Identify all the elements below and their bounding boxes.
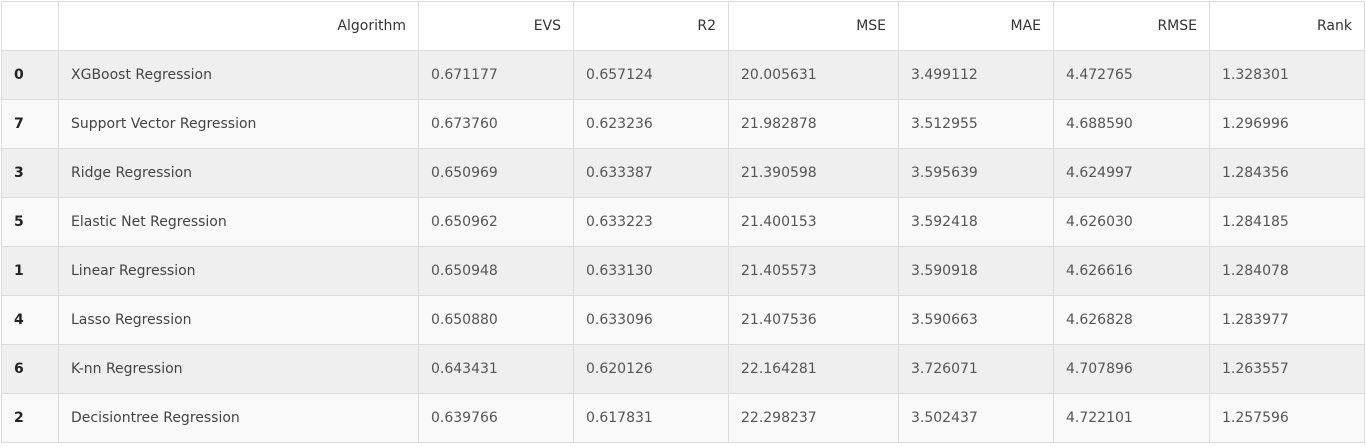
rmse-cell: 4.624997 bbox=[1053, 148, 1210, 198]
algorithm-cell: Decisiontree Regression bbox=[58, 393, 419, 443]
algorithm-cell: Elastic Net Regression bbox=[58, 197, 419, 247]
r2-cell: 0.623236 bbox=[573, 99, 729, 149]
row-index-cell: 7 bbox=[1, 99, 59, 149]
table-row: 7 Support Vector Regression 0.673760 0.6… bbox=[1, 99, 1365, 149]
table-row: 2 Decisiontree Regression 0.639766 0.617… bbox=[1, 393, 1365, 443]
column-header-rmse: RMSE bbox=[1053, 1, 1210, 51]
mae-cell: 3.590663 bbox=[898, 295, 1054, 345]
rank-cell: 1.284356 bbox=[1209, 148, 1365, 198]
mae-cell: 3.502437 bbox=[898, 393, 1054, 443]
evs-cell: 0.671177 bbox=[418, 50, 574, 100]
table-row: 3 Ridge Regression 0.650969 0.633387 21.… bbox=[1, 148, 1365, 198]
table-row: 1 Linear Regression 0.650948 0.633130 21… bbox=[1, 246, 1365, 296]
algorithm-cell: Linear Regression bbox=[58, 246, 419, 296]
mse-cell: 22.164281 bbox=[728, 344, 899, 394]
row-index-cell: 2 bbox=[1, 393, 59, 443]
algorithm-cell: K-nn Regression bbox=[58, 344, 419, 394]
rank-cell: 1.283977 bbox=[1209, 295, 1365, 345]
table-row: 4 Lasso Regression 0.650880 0.633096 21.… bbox=[1, 295, 1365, 345]
rank-cell: 1.284078 bbox=[1209, 246, 1365, 296]
table-row: 0 XGBoost Regression 0.671177 0.657124 2… bbox=[1, 50, 1365, 100]
column-header-mae: MAE bbox=[898, 1, 1054, 51]
table-header: Algorithm EVS R2 MSE MAE RMSE Rank bbox=[1, 1, 1365, 51]
mae-cell: 3.592418 bbox=[898, 197, 1054, 247]
r2-cell: 0.633387 bbox=[573, 148, 729, 198]
mse-cell: 21.405573 bbox=[728, 246, 899, 296]
row-index-cell: 0 bbox=[1, 50, 59, 100]
algorithm-cell: Ridge Regression bbox=[58, 148, 419, 198]
row-index-cell: 5 bbox=[1, 197, 59, 247]
rmse-cell: 4.626828 bbox=[1053, 295, 1210, 345]
rmse-cell: 4.626030 bbox=[1053, 197, 1210, 247]
column-header-rank: Rank bbox=[1209, 1, 1365, 51]
table-body: 0 XGBoost Regression 0.671177 0.657124 2… bbox=[1, 50, 1365, 443]
mse-cell: 21.400153 bbox=[728, 197, 899, 247]
algorithm-cell: Support Vector Regression bbox=[58, 99, 419, 149]
mae-cell: 3.726071 bbox=[898, 344, 1054, 394]
column-header-mse: MSE bbox=[728, 1, 899, 51]
row-index-cell: 1 bbox=[1, 246, 59, 296]
column-header-evs: EVS bbox=[418, 1, 574, 51]
r2-cell: 0.620126 bbox=[573, 344, 729, 394]
algorithm-cell: Lasso Regression bbox=[58, 295, 419, 345]
mae-cell: 3.499112 bbox=[898, 50, 1054, 100]
evs-cell: 0.673760 bbox=[418, 99, 574, 149]
rank-cell: 1.328301 bbox=[1209, 50, 1365, 100]
mse-cell: 21.407536 bbox=[728, 295, 899, 345]
mse-cell: 21.982878 bbox=[728, 99, 899, 149]
rmse-cell: 4.707896 bbox=[1053, 344, 1210, 394]
evs-cell: 0.650969 bbox=[418, 148, 574, 198]
rank-cell: 1.296996 bbox=[1209, 99, 1365, 149]
algorithm-cell: XGBoost Regression bbox=[58, 50, 419, 100]
r2-cell: 0.633096 bbox=[573, 295, 729, 345]
rmse-cell: 4.626616 bbox=[1053, 246, 1210, 296]
row-index-cell: 3 bbox=[1, 148, 59, 198]
row-index-cell: 6 bbox=[1, 344, 59, 394]
evs-cell: 0.650962 bbox=[418, 197, 574, 247]
evs-cell: 0.643431 bbox=[418, 344, 574, 394]
mae-cell: 3.590918 bbox=[898, 246, 1054, 296]
rmse-cell: 4.688590 bbox=[1053, 99, 1210, 149]
column-header-algorithm: Algorithm bbox=[58, 1, 419, 51]
rank-cell: 1.284185 bbox=[1209, 197, 1365, 247]
r2-cell: 0.617831 bbox=[573, 393, 729, 443]
table-row: 6 K-nn Regression 0.643431 0.620126 22.1… bbox=[1, 344, 1365, 394]
r2-cell: 0.633130 bbox=[573, 246, 729, 296]
rmse-cell: 4.722101 bbox=[1053, 393, 1210, 443]
header-row: Algorithm EVS R2 MSE MAE RMSE Rank bbox=[1, 1, 1365, 51]
mae-cell: 3.512955 bbox=[898, 99, 1054, 149]
mae-cell: 3.595639 bbox=[898, 148, 1054, 198]
table-row: 5 Elastic Net Regression 0.650962 0.6332… bbox=[1, 197, 1365, 247]
rank-cell: 1.263557 bbox=[1209, 344, 1365, 394]
column-header-r2: R2 bbox=[573, 1, 729, 51]
mse-cell: 20.005631 bbox=[728, 50, 899, 100]
evs-cell: 0.650948 bbox=[418, 246, 574, 296]
mse-cell: 21.390598 bbox=[728, 148, 899, 198]
r2-cell: 0.657124 bbox=[573, 50, 729, 100]
rmse-cell: 4.472765 bbox=[1053, 50, 1210, 100]
evs-cell: 0.650880 bbox=[418, 295, 574, 345]
mse-cell: 22.298237 bbox=[728, 393, 899, 443]
r2-cell: 0.633223 bbox=[573, 197, 729, 247]
rank-cell: 1.257596 bbox=[1209, 393, 1365, 443]
column-header-index bbox=[1, 1, 59, 51]
evs-cell: 0.639766 bbox=[418, 393, 574, 443]
row-index-cell: 4 bbox=[1, 295, 59, 345]
